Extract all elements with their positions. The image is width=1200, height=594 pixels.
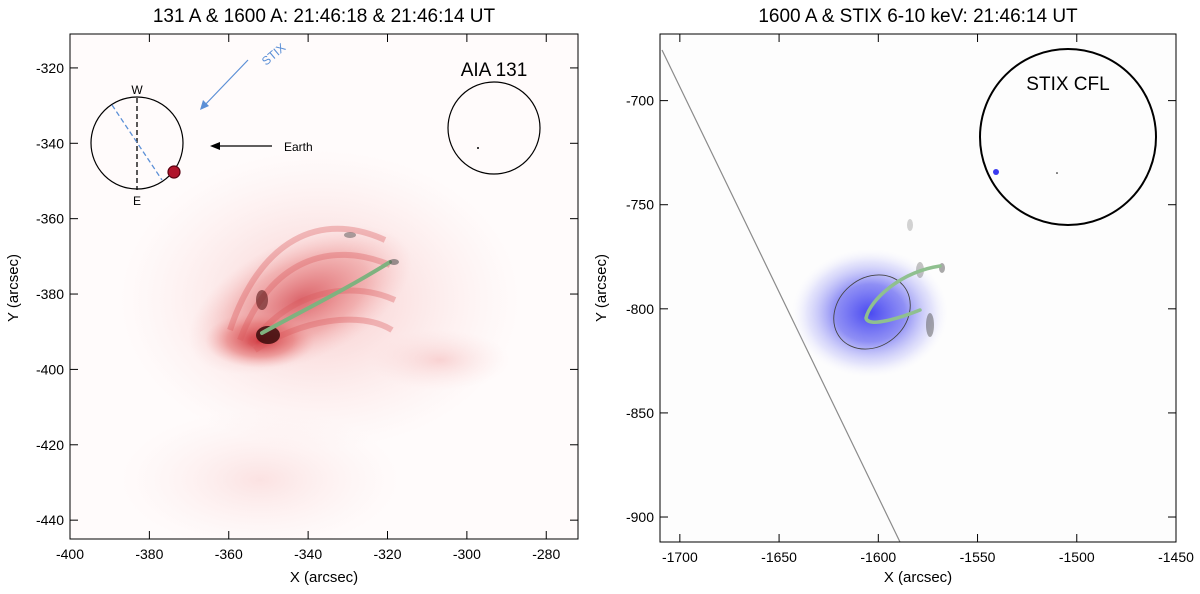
right-xtick-label-4: -1500 <box>1059 549 1095 565</box>
right-title: 1600 A & STIX 6-10 keV: 21:46:14 UT <box>758 6 1078 27</box>
stix-arrow <box>201 59 249 109</box>
aia-inset-label: AIA 131 <box>461 60 528 81</box>
left-x-label: X (arcsec) <box>290 569 358 586</box>
right-green-loop <box>864 264 942 324</box>
left-y-ticks: -440 -420 -400 -380 -360 -340 -320 <box>36 60 578 528</box>
west-label: W <box>131 83 143 97</box>
right-ytick-label-3: -750 <box>626 197 654 213</box>
flare-footpoint-marker <box>167 165 181 179</box>
right-frame <box>659 33 1177 543</box>
earth-label: Earth <box>284 140 313 154</box>
aia-disk-inset: AIA 131 <box>447 60 541 175</box>
right-xtick-label-2: -1600 <box>860 549 896 565</box>
right-ytick-label-0: -900 <box>626 509 654 525</box>
left-xtick-label-6: -280 <box>532 546 560 562</box>
stix-cfl-disk <box>979 48 1157 226</box>
right-x-ticks: -1700 -1650 -1600 -1550 -1500 -1450 <box>662 34 1194 565</box>
right-y-label: Y (arcsec) <box>593 254 610 322</box>
left-ytick-label-4: -360 <box>36 211 64 227</box>
left-xtick-label-0: -400 <box>56 546 84 562</box>
right-xtick-label-0: -1700 <box>662 549 698 565</box>
left-title: 131 A & 1600 A: 21:46:18 & 21:46:14 UT <box>153 6 496 27</box>
left-xtick-label-5: -300 <box>453 546 481 562</box>
aia-flare-dot <box>477 147 479 149</box>
east-label: E <box>133 194 141 208</box>
right-image <box>660 34 1176 542</box>
earth-arrow-head-icon <box>210 142 220 150</box>
stix-axis <box>111 104 163 181</box>
left-ytick-label-1: -420 <box>36 437 64 453</box>
right-xtick-label-3: -1550 <box>960 549 996 565</box>
right-xtick-label-1: -1650 <box>761 549 797 565</box>
left-xtick-label-3: -340 <box>294 546 322 562</box>
right-ytick-label-2: -800 <box>626 301 654 317</box>
left-ytick-label-3: -380 <box>36 286 64 302</box>
stix-cfl-source-dot <box>993 169 999 175</box>
right-ytick-label-4: -700 <box>626 93 654 109</box>
left-xtick-label-2: -360 <box>215 546 243 562</box>
aia-disk <box>447 81 541 175</box>
stix-cfl-inset: STIX CFL <box>979 48 1157 226</box>
left-footpoint-dark <box>256 326 280 344</box>
right-xtick-label-5: -1450 <box>1158 549 1194 565</box>
left-ytick-label-2: -400 <box>36 361 64 377</box>
left-image <box>70 34 578 539</box>
right-y-ticks: -900 -850 -800 -750 -700 <box>626 93 1176 525</box>
left-frame <box>69 33 579 540</box>
left-ytick-label-0: -440 <box>36 512 64 528</box>
left-panel: 131 A & 1600 A: 21:46:18 & 21:46:14 UT -… <box>5 6 579 586</box>
right-ytick-label-1: -850 <box>626 405 654 421</box>
right-x-label: X (arcsec) <box>884 569 952 586</box>
stix-source <box>792 249 948 377</box>
left-x-ticks: -400 -380 -360 -340 -320 -300 -280 <box>56 34 560 562</box>
left-xtick-label-4: -320 <box>373 546 401 562</box>
left-y-label: Y (arcsec) <box>5 254 22 322</box>
left-ytick-label-6: -320 <box>36 60 64 76</box>
left-xtick-label-1: -380 <box>135 546 163 562</box>
left-green-loop <box>260 260 392 335</box>
stix-arrow-head-icon <box>200 100 209 110</box>
right-panel: 1600 A & STIX 6-10 keV: 21:46:14 UT -170… <box>593 6 1194 586</box>
solar-limb <box>661 49 901 542</box>
stix-contour <box>833 274 911 350</box>
stix-cfl-label: STIX CFL <box>1026 74 1109 95</box>
left-ytick-label-5: -340 <box>36 135 64 151</box>
